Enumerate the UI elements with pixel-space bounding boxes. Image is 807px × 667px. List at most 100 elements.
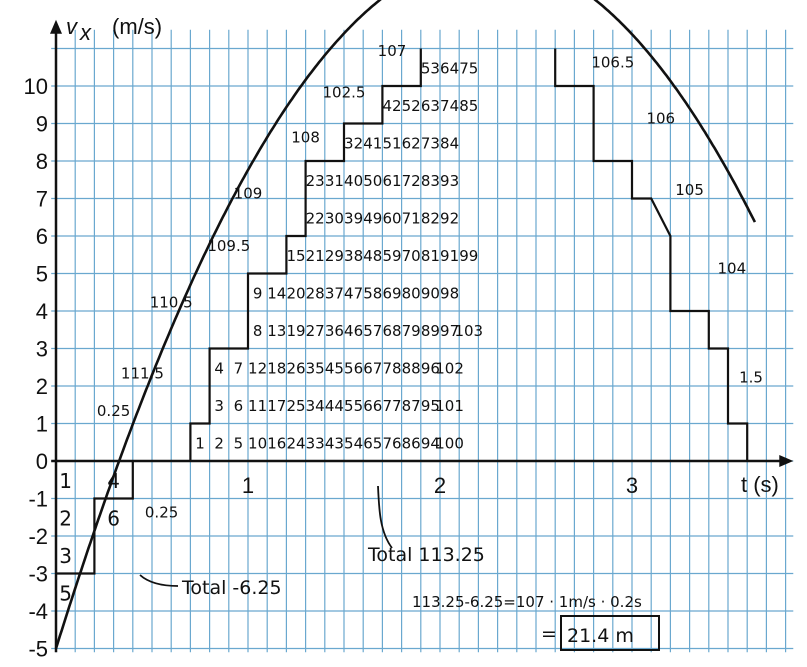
square-count: 32 [344,134,363,152]
partial-count: 107 [378,42,407,60]
partial-count: 108 [291,128,320,146]
square-count: 81 [421,247,440,265]
square-count: 91 [440,247,459,265]
square-count: 62 [402,134,421,152]
square-count: 51 [382,134,401,152]
square-count: 50 [363,172,382,190]
square-count: 18 [267,359,286,377]
square-count: 31 [325,172,344,190]
square-count: 52 [402,97,421,115]
square-count: 97 [440,322,459,340]
step-outline-falling [554,48,749,461]
square-count: 42 [382,97,401,115]
square-count: 54 [344,434,363,452]
square-count: 74 [440,97,459,115]
square-count: 75 [459,59,478,77]
y-tick-label: 4 [36,299,48,324]
partial-count: 0.25 [145,503,178,521]
square-count: 96 [421,359,440,377]
axes [50,19,794,653]
square-count: 53 [421,59,440,77]
result-equals: = [541,623,557,645]
partial-count: 109.5 [207,237,250,255]
square-count: 1 [195,434,205,452]
partial-count: 104 [718,260,747,278]
y-tick-label: -2 [28,524,48,549]
y-tick-label: -3 [28,562,48,587]
y-tick-label: 8 [36,149,48,174]
square-count: 89 [421,322,440,340]
square-count: 66 [363,397,382,415]
total-positive-pointer [377,485,393,549]
square-count: 76 [382,434,401,452]
square-count: 64 [440,59,459,77]
square-count: 70 [402,247,421,265]
square-count: 100 [435,434,464,452]
square-count: 28 [306,284,325,302]
square-count: 13 [267,322,286,340]
square-count: 41 [363,134,382,152]
square-count: 94 [421,434,440,452]
square-count: 61 [382,172,401,190]
square-count: 14 [267,284,286,302]
square-count: 59 [382,247,401,265]
square-count: 72 [402,172,421,190]
y-tick-label: 7 [36,187,48,212]
square-count: 65 [363,434,382,452]
y-tick-label: 5 [36,262,48,287]
y-tick-label: 2 [36,374,48,399]
partial-count: 0.25 [97,402,130,420]
step-outline-rising [189,48,422,461]
square-count: 92 [440,209,459,227]
partial-count: 109 [234,185,263,203]
grid [51,29,794,653]
y-tick-label: 1 [36,412,48,437]
partial-count: 105 [675,181,704,199]
x-tick-label: 3 [626,473,638,498]
square-count: 83 [421,172,440,190]
result-box [560,615,660,651]
y-axis-unit: (m/s) [112,14,162,39]
square-count: 43 [325,434,344,452]
y-tick-label: 6 [36,224,48,249]
square-count: 48 [363,247,382,265]
square-count: 19 [286,322,305,340]
square-count: 10 [248,434,267,452]
x-tick-label: 1 [242,473,254,498]
y-tick-label: -5 [28,637,48,662]
y-axis-subscript: x [79,20,92,45]
square-count: 9 [253,284,263,302]
square-count: 17 [267,397,286,415]
square-count: 5 [234,434,244,452]
square-count: 82 [421,209,440,227]
total-negative-note: Total -6.25 [181,577,282,599]
square-count: 15 [286,247,305,265]
square-count: 7 [234,359,244,377]
square-count: 93 [440,172,459,190]
square-count: 55 [344,397,363,415]
square-count: 33 [306,434,325,452]
partial-count: 111.5 [121,365,164,383]
square-count: 85 [459,97,478,115]
step-outline [56,48,749,575]
negative-square-count: 3 [59,544,72,568]
square-count: 39 [344,209,363,227]
square-count: 78 [382,359,401,377]
square-count: 3 [214,397,224,415]
negative-square-count: 5 [59,581,72,605]
y-axis-symbol: v [66,14,79,39]
calculation-note: 113.25-6.25=107 · 1m/s · 0.2s [412,593,642,611]
square-count: 27 [306,322,325,340]
square-count: 88 [402,359,421,377]
y-tick-label: -1 [28,487,48,512]
square-count: 71 [402,209,421,227]
square-count: 11 [248,397,267,415]
square-count: 99 [459,247,478,265]
square-count: 102 [435,359,464,377]
y-tick-label: 0 [36,449,48,474]
square-count: 12 [248,359,267,377]
negative-square-count: 2 [59,506,72,530]
y-tick-label: -4 [28,599,48,624]
